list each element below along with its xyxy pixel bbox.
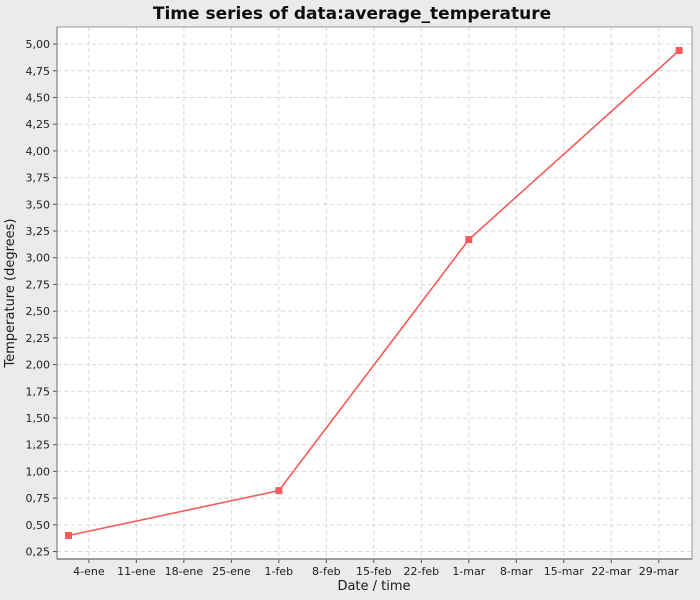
y-tick-label: 4,25 — [26, 118, 51, 131]
data-point-marker — [65, 531, 73, 539]
tick-labels: 4-ene 11-ene 18-ene 25-ene 1-feb 8-feb 15-feb 2… — [26, 38, 680, 578]
x-tick-label: 8-mar — [500, 565, 533, 578]
y-tick-label: 3,50 — [26, 198, 51, 211]
y-tick-label: 2,25 — [26, 332, 51, 345]
x-tick-label: 22-feb — [404, 565, 440, 578]
data-point-marker — [275, 487, 283, 495]
y-tick-label: 1,75 — [26, 385, 51, 398]
x-axis-title: Date / time — [337, 579, 410, 594]
data-point-marker — [465, 236, 473, 244]
series-line-average_temperature — [68, 49, 680, 537]
y-tick-label: 5,00 — [26, 38, 51, 51]
y-tick-label: 1,00 — [26, 465, 51, 478]
y-axis-title: Temperature (degrees) — [3, 219, 18, 369]
x-tick-label: 11-ene — [117, 565, 156, 578]
x-tick-label: 25-ene — [212, 565, 251, 578]
x-tick-label: 8-feb — [312, 565, 341, 578]
data-point-marker — [675, 47, 683, 55]
y-tick-label: 0,50 — [26, 519, 51, 532]
y-tick-label: 2,00 — [26, 359, 51, 372]
x-tick-label: 29-mar — [639, 565, 679, 578]
y-tick-label: 3,75 — [26, 172, 51, 185]
y-tick-label: 0,75 — [26, 492, 51, 505]
x-tick-label: 15-mar — [544, 565, 584, 578]
y-tick-label: 2,75 — [26, 278, 51, 291]
y-tick-label: 4,50 — [26, 92, 51, 105]
chart-title: Time series of data:average_temperature — [153, 4, 551, 24]
y-tick-label: 1,25 — [26, 439, 51, 452]
x-tick-label: 15-feb — [356, 565, 392, 578]
series-layer — [65, 47, 683, 539]
y-tick-label: 0,25 — [26, 546, 51, 559]
x-tick-label: 1-mar — [452, 565, 485, 578]
x-tick-label: 4-ene — [73, 565, 105, 578]
y-tick-label: 3,25 — [26, 225, 51, 238]
y-tick-label: 1,50 — [26, 412, 51, 425]
x-tick-label: 22-mar — [591, 565, 631, 578]
plot-area — [57, 27, 692, 559]
x-tick-label: 18-ene — [165, 565, 204, 578]
y-tick-label: 4,75 — [26, 65, 51, 78]
y-tick-label: 4,00 — [26, 145, 51, 158]
y-tick-label: 2,50 — [26, 305, 51, 318]
x-tick-label: 1-feb — [265, 565, 294, 578]
y-tick-label: 3,00 — [26, 252, 51, 265]
